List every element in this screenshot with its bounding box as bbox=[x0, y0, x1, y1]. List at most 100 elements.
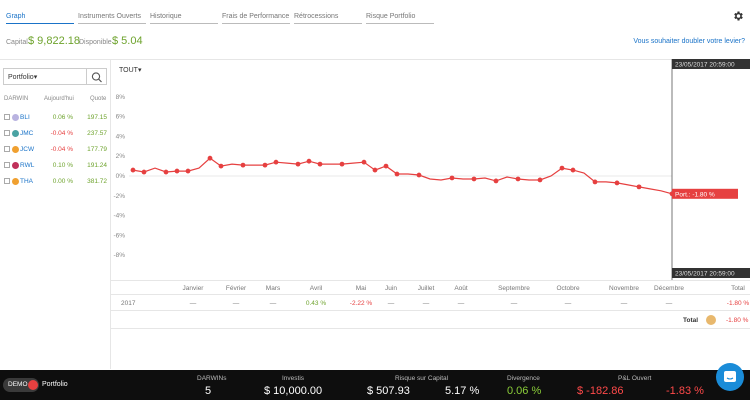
data-point[interactable] bbox=[449, 175, 455, 181]
tab-retrocessions[interactable]: Rétrocessions bbox=[294, 8, 362, 24]
darwin-color-dot bbox=[12, 178, 19, 185]
darwin-name[interactable]: THA bbox=[20, 178, 33, 185]
data-point[interactable] bbox=[339, 161, 345, 167]
month-label: Août bbox=[454, 285, 468, 292]
data-point[interactable] bbox=[361, 159, 367, 165]
performance-chart[interactable]: 8% 6% 4% 2% 0% -2% -4% -6% -8% 23/05/2017 20:59:0… bbox=[111, 59, 750, 280]
data-point[interactable] bbox=[273, 159, 279, 165]
year-label: 2017 bbox=[121, 300, 136, 307]
darwin-row[interactable]: RWL 0.10 % 191.24 bbox=[0, 158, 110, 174]
data-point[interactable] bbox=[416, 172, 422, 178]
darwin-today-pct: -0.04 % bbox=[50, 146, 73, 153]
darwin-quote: 381.72 bbox=[87, 178, 107, 185]
month-label: Novembre bbox=[609, 285, 639, 292]
darwin-today-pct: 0.10 % bbox=[52, 162, 73, 169]
darwin-quote: 191.24 bbox=[87, 162, 107, 169]
disponible-value: $ 5.04 bbox=[112, 35, 143, 47]
footer-stat-value: $ -182.86 bbox=[577, 385, 624, 397]
date-bottom-label: 23/05/2017 20:59:00 bbox=[675, 271, 735, 278]
search-button[interactable] bbox=[87, 68, 107, 85]
data-point[interactable] bbox=[306, 158, 312, 164]
data-point[interactable] bbox=[240, 162, 246, 168]
darwin-name[interactable]: JMC bbox=[20, 130, 34, 137]
date-top-badge bbox=[672, 59, 750, 69]
month-label: Janvier bbox=[182, 285, 204, 292]
data-point[interactable] bbox=[163, 169, 169, 175]
y-tick-label: 8% bbox=[116, 94, 126, 101]
data-point[interactable] bbox=[515, 176, 521, 182]
darwin-row[interactable]: THA 0.00 % 381.72 bbox=[0, 174, 110, 190]
darwin-today-pct: 0.00 % bbox=[52, 178, 73, 185]
month-label: Octobre bbox=[556, 285, 580, 292]
data-point[interactable] bbox=[636, 184, 642, 190]
data-point[interactable] bbox=[295, 161, 301, 167]
data-point[interactable] bbox=[592, 179, 598, 185]
month-label: Total bbox=[731, 285, 745, 292]
divider-left-panel bbox=[110, 59, 111, 369]
divider-months bbox=[111, 294, 750, 295]
caret-down-icon: ▾ bbox=[33, 74, 38, 81]
data-point[interactable] bbox=[383, 163, 389, 169]
data-point[interactable] bbox=[537, 177, 543, 183]
portfolio-select[interactable]: Portfolio▾ bbox=[3, 68, 87, 85]
data-point[interactable] bbox=[570, 167, 576, 173]
month-label: Juillet bbox=[417, 285, 435, 292]
demo-toggle[interactable]: DEMO bbox=[3, 378, 39, 392]
y-tick-label: -6% bbox=[113, 232, 125, 239]
data-point[interactable] bbox=[174, 168, 180, 174]
months-header: Janvier Février Mars Avril Mai Juin Juillet Aoû… bbox=[111, 282, 750, 294]
chat-button[interactable] bbox=[716, 363, 744, 391]
darwin-name[interactable]: RWL bbox=[20, 162, 35, 169]
data-point[interactable] bbox=[471, 176, 477, 182]
header-darwin: DARWIN bbox=[4, 96, 29, 102]
data-point[interactable] bbox=[614, 180, 620, 186]
darwin-checkbox[interactable] bbox=[4, 162, 10, 168]
data-point[interactable] bbox=[317, 161, 323, 167]
month-return-cell: — bbox=[665, 300, 673, 307]
darwin-name[interactable]: JCW bbox=[20, 146, 35, 153]
month-return-cell: -2.22 % bbox=[349, 300, 373, 307]
darwin-checkbox[interactable] bbox=[4, 146, 10, 152]
data-point[interactable] bbox=[218, 163, 224, 169]
darwin-color-dot bbox=[12, 146, 19, 153]
darwin-today-pct: -0.04 % bbox=[50, 130, 73, 137]
last-value-label: Port.: -1.80 % bbox=[675, 191, 715, 198]
darwin-row[interactable]: JCW -0.04 % 177.79 bbox=[0, 142, 110, 158]
footer-stat-label: Investis bbox=[282, 375, 305, 382]
data-point[interactable] bbox=[372, 167, 378, 173]
tab-frais-de-performance[interactable]: Frais de Performance bbox=[222, 8, 290, 24]
tab-instruments-ouverts[interactable]: Instruments Ouverts bbox=[78, 8, 146, 24]
data-point[interactable] bbox=[394, 171, 400, 177]
gear-icon[interactable] bbox=[732, 10, 744, 22]
darwin-row[interactable]: BLI 0.06 % 197.15 bbox=[0, 110, 110, 126]
data-point[interactable] bbox=[141, 169, 147, 175]
date-top-label: 23/05/2017 20:59:00 bbox=[675, 62, 735, 69]
double-leverage-link[interactable]: Vous souhaiter doubler votre levier? bbox=[633, 38, 745, 45]
data-point[interactable] bbox=[262, 162, 268, 168]
search-icon bbox=[91, 72, 102, 83]
darwin-checkbox[interactable] bbox=[4, 114, 10, 120]
month-return-cell: — bbox=[387, 300, 395, 307]
last-value-badge bbox=[672, 188, 738, 199]
darwin-color-dot bbox=[12, 130, 19, 137]
darwin-name[interactable]: BLI bbox=[20, 114, 30, 121]
month-return-cell: — bbox=[564, 300, 572, 307]
y-tick-label: 4% bbox=[116, 133, 126, 140]
period-select[interactable]: TOUT▾ bbox=[119, 66, 141, 74]
data-point[interactable] bbox=[185, 168, 191, 174]
footer-stat-value: $ 10,000.00 bbox=[264, 385, 323, 397]
tab-risque-portfolio[interactable]: Risque Portfolio bbox=[366, 8, 434, 24]
darwin-quote: 237.57 bbox=[87, 130, 107, 137]
year-2017-row: 2017 — — — 0.43 % -2.22 % — — — — — — — -1.80 % bbox=[111, 296, 750, 310]
tab-graph[interactable]: Graph bbox=[6, 8, 74, 24]
darwin-row[interactable]: JMC -0.04 % 237.57 bbox=[0, 126, 110, 142]
data-point[interactable] bbox=[559, 165, 565, 171]
data-point[interactable] bbox=[207, 155, 213, 161]
date-bottom-badge bbox=[672, 268, 750, 278]
total-value: -1.80 % bbox=[726, 317, 749, 324]
darwin-checkbox[interactable] bbox=[4, 178, 10, 184]
data-point[interactable] bbox=[493, 178, 499, 184]
data-point[interactable] bbox=[130, 167, 136, 173]
tab-historique[interactable]: Historique bbox=[150, 8, 218, 24]
darwin-checkbox[interactable] bbox=[4, 130, 10, 136]
